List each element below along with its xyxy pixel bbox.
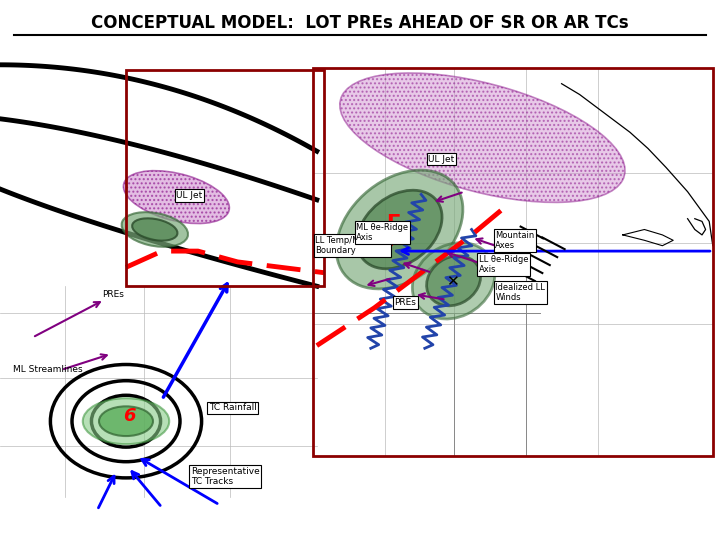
Text: TC Rainfall: TC Rainfall — [209, 403, 256, 412]
Ellipse shape — [413, 242, 495, 319]
Ellipse shape — [340, 73, 625, 202]
Ellipse shape — [99, 406, 153, 436]
Text: LL Temp/Moisture
Boundary: LL Temp/Moisture Boundary — [315, 236, 389, 255]
Ellipse shape — [122, 212, 188, 247]
Text: ✕: ✕ — [446, 274, 459, 289]
Text: ML Streamlines: ML Streamlines — [13, 366, 83, 374]
Ellipse shape — [426, 256, 481, 306]
Ellipse shape — [132, 218, 177, 241]
Text: ML θe-Ridge
Axis: ML θe-Ridge Axis — [356, 222, 408, 242]
Text: UL Jet: UL Jet — [428, 155, 454, 164]
Text: LL θe-Ridge
Axis: LL θe-Ridge Axis — [479, 255, 528, 274]
Text: Mountain
Axes: Mountain Axes — [495, 231, 535, 250]
Text: CONCEPTUAL MODEL:  LOT PREs AHEAD OF SR OR AR TCs: CONCEPTUAL MODEL: LOT PREs AHEAD OF SR O… — [91, 14, 629, 32]
Text: Representative
TC Tracks: Representative TC Tracks — [191, 467, 259, 486]
Bar — [126, 70, 324, 286]
Ellipse shape — [357, 190, 442, 269]
Text: 6: 6 — [123, 407, 136, 425]
Text: Γ: Γ — [386, 214, 399, 234]
Ellipse shape — [123, 171, 230, 224]
Text: PREs: PREs — [395, 298, 416, 307]
Text: PREs: PREs — [102, 290, 124, 299]
Text: UL Jet: UL Jet — [176, 191, 202, 200]
Bar — [313, 68, 713, 456]
Text: Γ: Γ — [386, 230, 399, 251]
Ellipse shape — [336, 170, 463, 289]
Ellipse shape — [83, 399, 169, 444]
Text: Idealized LL
Winds: Idealized LL Winds — [495, 283, 545, 302]
